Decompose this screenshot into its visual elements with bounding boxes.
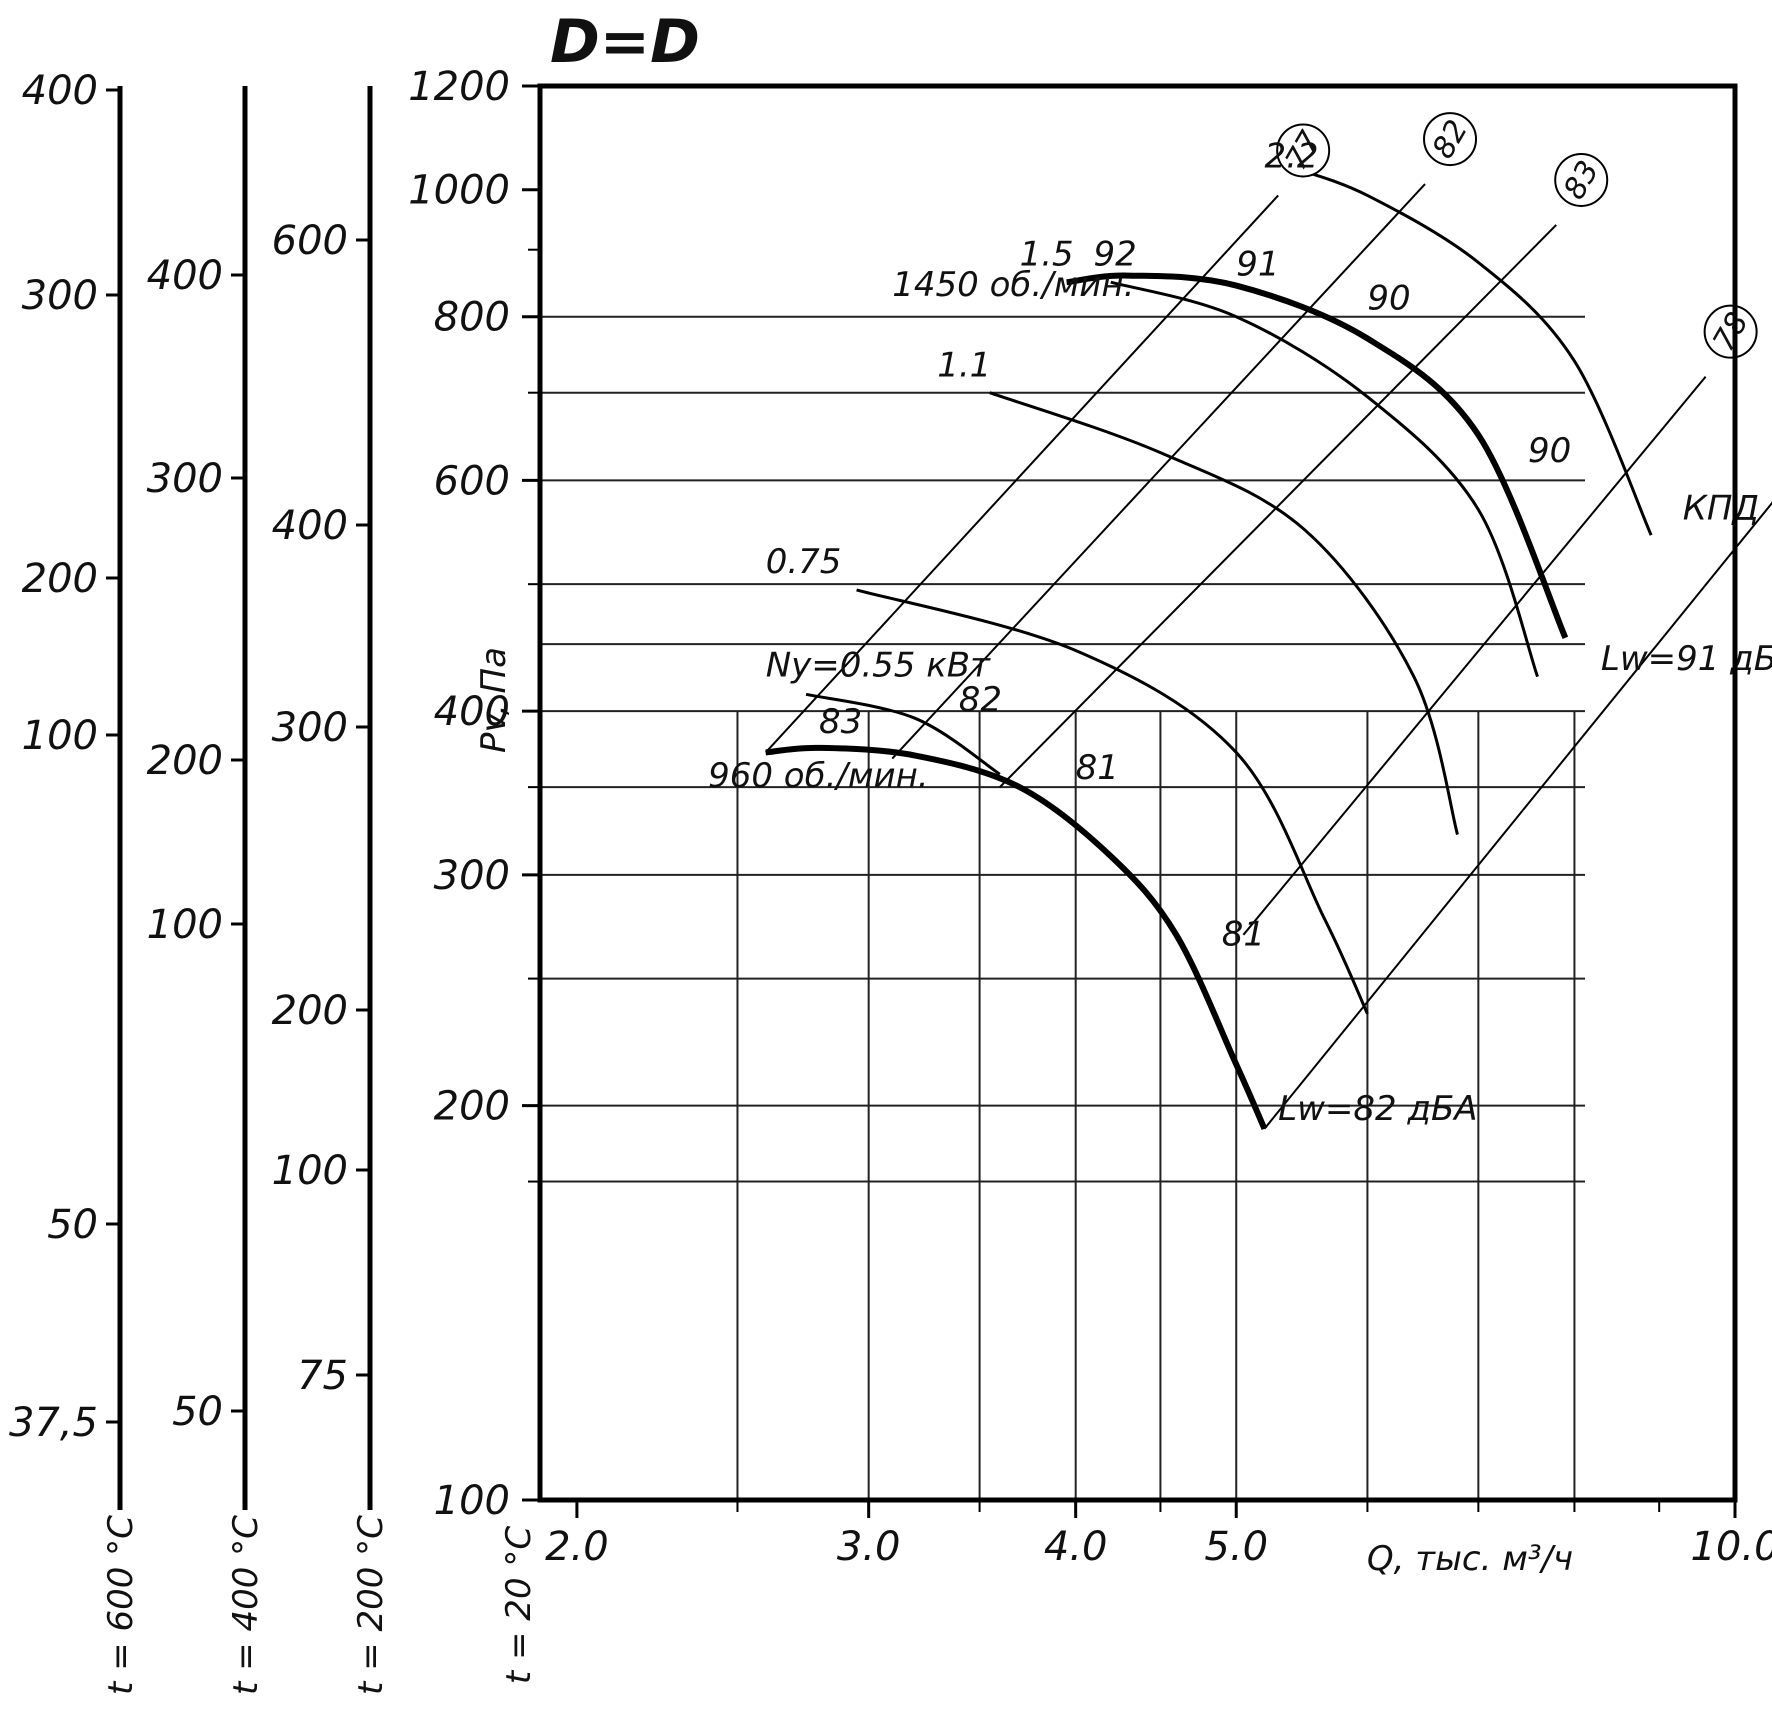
y-tick-label: 1000 — [408, 168, 510, 214]
annotation: 82 — [959, 680, 1002, 720]
y-tick-label: 200 — [434, 1084, 510, 1130]
annotation: 90 — [1528, 431, 1571, 471]
y-tick-label: 100 — [434, 1478, 510, 1524]
x-tick-label: 10.0 — [1690, 1524, 1772, 1570]
annotation: 81 — [1076, 748, 1119, 788]
annotation: 92 — [1093, 235, 1136, 275]
temperature-scale-tick-label: 300 — [272, 705, 348, 751]
labels: 77828378641450 об./мин.960 об./мин.2.21.… — [708, 112, 1772, 1129]
x-axis-label: Q, тыс. м³/ч — [1367, 1539, 1573, 1579]
annotation: 83 — [819, 702, 862, 742]
axes: 1200 1000 800 600 400 300 200 100 2.0 3.0 4.0 5.0 10… — [408, 64, 1772, 1579]
annotation: 91 — [1236, 245, 1279, 285]
efficiency-circle — [1554, 152, 1609, 207]
efficiency-line — [891, 183, 1426, 760]
annotation: КПД = — [1683, 489, 1772, 529]
temperature-scale-tick-label: 200 — [272, 988, 348, 1034]
annotation: Ny=0.55 кВт — [766, 646, 991, 686]
speed-curve — [765, 744, 1268, 1131]
power-curve — [805, 692, 1001, 776]
efficiency-line — [999, 224, 1557, 788]
annotation: Lw=91 дБА — [1601, 639, 1772, 679]
annotation: Lw=82 дБА — [1278, 1089, 1477, 1129]
y-tick-label: 600 — [434, 458, 510, 504]
temperature-scale-tick-label: 100 — [272, 1148, 348, 1194]
temperature-scale-tick-label: 100 — [147, 902, 223, 948]
annotation: 1450 об./мин. — [892, 265, 1134, 305]
temperature-scale-tick-label: 37,5 — [9, 1400, 98, 1446]
temperature-scale-label: t = 400 °C — [226, 1515, 266, 1695]
curves — [764, 166, 1772, 1131]
temperature-scale-label: t = 200 °C — [351, 1515, 391, 1695]
y-tick-label: 800 — [434, 295, 510, 341]
temperature-scale-label: t = 20 °C — [499, 1526, 539, 1685]
temperature-scale-tick-label: 400 — [147, 253, 223, 299]
efficiency-circle — [1276, 123, 1331, 178]
temperature-scale-label: t = 600 °C — [101, 1515, 141, 1695]
x-tick-label: 2.0 — [545, 1524, 609, 1570]
power-curve — [1110, 280, 1539, 678]
speed-curve — [1066, 272, 1569, 640]
temperature-scale-tick-label: 50 — [47, 1202, 98, 1248]
efficiency-circle — [1703, 304, 1758, 359]
temperature-scale-tick-label: 75 — [297, 1353, 348, 1399]
x-tick-label: 5.0 — [1204, 1524, 1268, 1570]
annotation: 90 — [1367, 279, 1410, 319]
power-curve — [989, 391, 1459, 835]
grid — [540, 315, 1585, 1500]
efficiency-line — [764, 194, 1279, 754]
y-tick-label: 300 — [434, 853, 510, 899]
annotation: 81 — [1222, 914, 1265, 954]
x-tick-label: 4.0 — [1044, 1524, 1108, 1570]
efficiency-circle — [1423, 112, 1478, 167]
annotation: % — [1770, 362, 1772, 402]
temperature-scales: 400 300 200 100 50 37,5 t = 600 °C 400 300 200 100… — [9, 68, 539, 1695]
y-tick-label: 1200 — [408, 64, 510, 110]
temperature-scale-tick-label: 200 — [147, 738, 223, 784]
temperature-scale-tick-label: 50 — [172, 1389, 223, 1435]
efficiency-line — [1263, 501, 1772, 1130]
power-curve — [1291, 166, 1653, 536]
temperature-scale-tick-label: 600 — [272, 218, 348, 264]
annotation: 0.75 — [766, 542, 842, 582]
x-tick-label: 3.0 — [837, 1524, 901, 1570]
temperature-scale-tick-label: 400 — [272, 503, 348, 549]
y-axis-label: Pv, Па — [474, 647, 514, 753]
chart-title: D=D — [550, 7, 700, 77]
power-curve — [856, 588, 1369, 1015]
temperature-scale-tick-label: 100 — [22, 713, 98, 759]
annotation: 960 об./мин. — [708, 756, 929, 796]
annotation: 2.2 — [1264, 136, 1318, 176]
temperature-scale-tick-label: 200 — [22, 556, 98, 602]
y-tick-label: 400 — [434, 689, 510, 735]
temperature-scale-tick-label: 300 — [22, 273, 98, 319]
annotation: 1.1 — [937, 346, 991, 386]
annotation: 1.5 — [1020, 235, 1074, 275]
temperature-scale-tick-label: 300 — [147, 456, 223, 502]
plot-frame — [537, 83, 1738, 1503]
efficiency-line — [1242, 376, 1707, 936]
temperature-scale-tick-label: 400 — [22, 68, 98, 114]
